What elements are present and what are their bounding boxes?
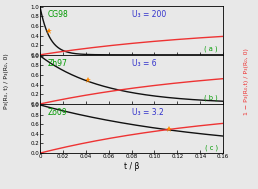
Text: P₃(R₀, t) / P₃(R₀, 0): P₃(R₀, t) / P₃(R₀, 0) [4,53,9,109]
X-axis label: t / β: t / β [124,162,139,171]
Text: U₃ = 6: U₃ = 6 [132,59,156,68]
Text: ( b ): ( b ) [204,95,218,101]
Text: Zh97: Zh97 [47,59,67,68]
Text: Zo09: Zo09 [47,108,67,117]
Text: CG98: CG98 [47,10,68,19]
Text: U₃ = 200: U₃ = 200 [132,10,166,19]
Text: 1 − P₃(R₀,t) / P₃(R₀, 0): 1 − P₃(R₀,t) / P₃(R₀, 0) [244,48,249,115]
Text: ( c ): ( c ) [205,144,218,151]
Text: ( a ): ( a ) [204,46,218,52]
Text: U₃ = 3.2: U₃ = 3.2 [132,108,163,117]
